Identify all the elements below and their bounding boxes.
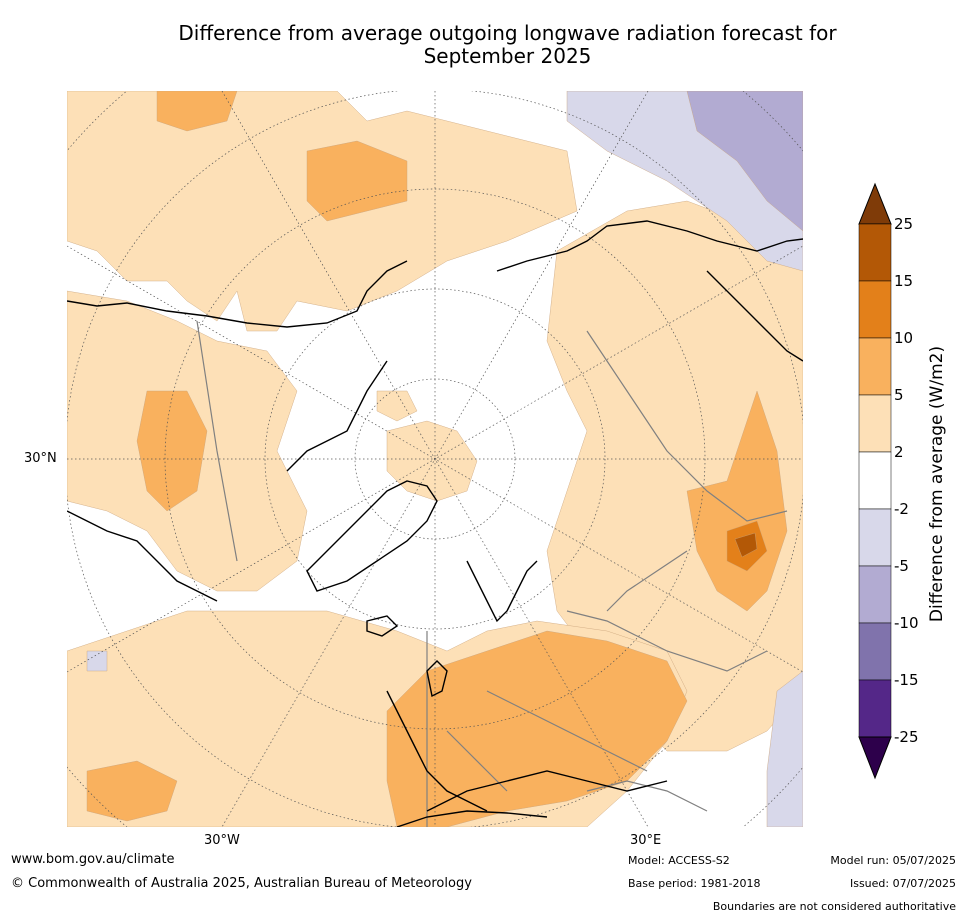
anomaly-medium-orange-canada: [136, 390, 208, 512]
anomaly-light-orange-baffin: [376, 390, 418, 422]
anomaly-brown-eastsiberia: [734, 532, 758, 558]
coastline-northafrica: [396, 810, 548, 827]
coastline-scandinavia: [466, 560, 538, 623]
colorbar-tick: -5: [894, 557, 909, 575]
coastline-europe-west: [386, 690, 488, 812]
coastline-eastsiberia: [706, 270, 803, 362]
anomaly-light-purple-east: [766, 670, 803, 827]
issued-date: Issued: 07/07/2025: [849, 877, 956, 890]
model-run-date: Model run: 05/07/2025: [830, 854, 956, 867]
title-line-2: September 2025: [423, 44, 592, 68]
polar-map: [67, 91, 803, 827]
colorbar-band: [858, 223, 892, 282]
colorbar-tick: -25: [894, 728, 919, 746]
colorbar-tick: 10: [894, 329, 914, 347]
colorbar-bottom-triangle: [858, 736, 892, 780]
colorbar-tick: -2: [894, 500, 909, 518]
anomaly-light-purple-small: [86, 650, 108, 672]
colorbar-top-triangle: [858, 182, 892, 225]
latitude-label-30n: 30°N: [24, 451, 57, 466]
coastline-alaska: [67, 260, 408, 328]
colorbar-band: [858, 394, 892, 453]
coastline-uk: [426, 660, 448, 698]
anomaly-light-orange-arctic: [386, 420, 478, 502]
colorbar-band: [858, 337, 892, 396]
anomaly-medium-orange-atlantic: [86, 760, 178, 822]
map-svg: [67, 91, 803, 827]
boundaries-disclaimer: Boundaries are not considered authoritat…: [712, 900, 956, 913]
colorbar-band: [858, 565, 892, 624]
website-link[interactable]: www.bom.gov.au/climate: [11, 852, 175, 867]
colorbar-tick: 15: [894, 272, 914, 290]
colorbar-tick: 25: [894, 215, 914, 233]
colorbar-band: [858, 280, 892, 339]
anomaly-medium-orange-northpacific: [156, 91, 238, 132]
longitude-label-30e: 30°E: [630, 833, 662, 848]
colorbar-label-text: Difference from average (W/m2): [927, 345, 947, 623]
coastline-northamerica-west: [67, 510, 218, 602]
colorbar-tick: 5: [894, 386, 904, 404]
title-line-1: Difference from average outgoing longwav…: [178, 21, 837, 45]
anomaly-medium-purple-northeast: [686, 91, 803, 232]
colorbar-band: [858, 622, 892, 681]
coastline-iceland: [366, 615, 399, 637]
coastline-greenland: [306, 480, 438, 592]
anomaly-dark: [726, 520, 768, 572]
coastline-mediterranean: [426, 770, 668, 812]
graticule: [67, 91, 803, 827]
model-name: Model: ACCESS-S2: [628, 854, 730, 867]
anomaly-medium-orange-pacific: [306, 140, 408, 222]
anomaly-medium: [86, 91, 788, 827]
colorbar-tick: -10: [894, 614, 919, 632]
coastlines: [67, 220, 803, 827]
coastline-canada-arctic: [286, 360, 388, 472]
colorbar-band: [858, 451, 892, 510]
map-title: Difference from average outgoing longwav…: [120, 22, 895, 68]
colorbar-tick: 2: [894, 443, 904, 461]
anomaly-medium-orange-europe: [386, 630, 688, 827]
coastline-siberia: [496, 220, 803, 272]
colorbar-tick: -15: [894, 671, 919, 689]
colorbar-band: [858, 508, 892, 567]
base-period: Base period: 1981-2018: [628, 877, 761, 890]
anomaly-purple: [86, 91, 803, 827]
copyright: © Commonwealth of Australia 2025, Austra…: [11, 876, 472, 891]
colorbar-band: [858, 679, 892, 738]
longitude-label-30w: 30°W: [204, 833, 240, 848]
colorbar: [858, 182, 892, 780]
